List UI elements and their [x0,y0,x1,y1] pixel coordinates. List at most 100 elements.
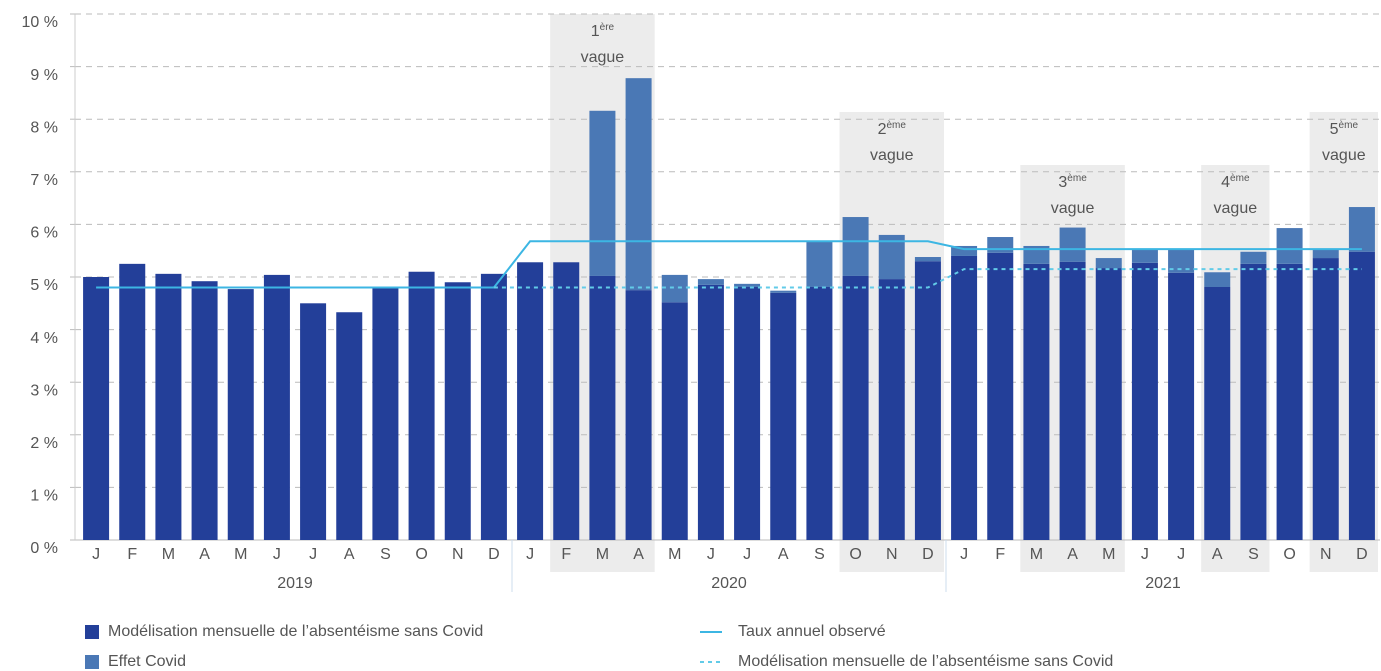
x-tick-label: O [1283,546,1295,563]
y-tick-label: 7 % [30,172,58,189]
x-tick-label: A [633,546,644,563]
bar [734,286,761,540]
x-tick-label: D [922,546,934,563]
x-tick-label: S [814,546,825,563]
year-label: 2021 [1145,575,1181,592]
bar [408,271,435,540]
bar [734,283,761,287]
bar [914,261,941,540]
bar [661,302,688,540]
bar [806,240,833,287]
wave-label-line2: vague [870,147,914,164]
wave-sup: ème [1230,173,1250,184]
bar [1348,251,1375,540]
wave-label-line2: vague [1322,147,1366,164]
bar [1240,263,1267,540]
x-tick-label: J [273,546,281,563]
wave-label-line2: vague [1214,200,1258,217]
bar [227,289,254,540]
y-tick-label: 3 % [30,382,58,399]
x-tick-label: J [960,546,968,563]
year-label: 2019 [277,575,313,592]
bar [987,252,1014,540]
x-tick-label: A [199,546,210,563]
x-tick-label: A [1212,546,1223,563]
bar [697,284,724,540]
wave-sup: ème [886,120,906,131]
x-tick-label: J [743,546,751,563]
bar [444,282,471,540]
bar [987,237,1014,253]
bar [119,263,146,540]
bar [1240,251,1267,264]
x-tick-label: J [707,546,715,563]
legend-swatch [85,655,99,669]
x-tick-label: J [1177,546,1185,563]
bar [1276,263,1303,540]
legend-swatch [85,625,99,639]
bar [589,110,616,276]
bar [951,255,978,540]
wave-label-line2: vague [1051,200,1095,217]
legend-label: Modélisation mensuelle de l’absentéisme … [108,623,483,640]
bar [1276,228,1303,264]
x-tick-label: F [561,546,571,563]
x-tick-label: M [668,546,681,563]
x-tick-label: M [162,546,175,563]
bar [842,275,869,540]
wave-number: 2 [878,121,887,138]
bar [300,303,327,540]
bar [155,273,182,540]
bar [1312,249,1339,259]
bar [914,257,941,262]
wave-label: 5ème [1330,120,1359,139]
legend-label: Taux annuel observé [738,623,886,640]
bar [697,279,724,285]
y-tick-label: 9 % [30,67,58,84]
bar [553,262,580,540]
bar [1312,258,1339,540]
y-tick-label: 1 % [30,488,58,505]
bar [878,279,905,540]
bar [951,245,978,256]
bar [842,217,869,276]
bar [480,273,507,540]
bar [336,312,363,540]
wave-label: 2ème [878,120,907,139]
y-tick-label: 4 % [30,330,58,347]
x-tick-label: M [234,546,247,563]
x-tick-label: S [1248,546,1259,563]
bar [878,234,905,280]
wave-sup: ère [600,22,615,33]
bar [625,290,652,540]
line-series [493,268,1362,289]
bar [1204,286,1231,540]
line-series [96,240,1362,289]
wave-label: 3ème [1058,173,1087,192]
x-tick-label: D [1356,546,1368,563]
x-tick-label: O [415,546,427,563]
x-tick-label: O [849,546,861,563]
wave-label: 4ème [1221,173,1250,192]
bar [372,287,399,540]
y-tick-label: 2 % [30,435,58,452]
wave-number: 4 [1221,174,1230,191]
legend-label: Effet Covid [108,653,186,670]
x-tick-label: A [1067,546,1078,563]
bar [1095,258,1122,269]
x-tick-label: S [380,546,391,563]
wave-label: 1ère [591,22,615,41]
bar [1059,261,1086,540]
y-tick-label: 8 % [30,119,58,136]
bar [770,292,797,540]
wave-number: 5 [1330,121,1339,138]
bar [1348,207,1375,252]
wave-sup: ème [1339,120,1359,131]
x-tick-label: N [886,546,898,563]
x-tick-label: F [127,546,137,563]
y-tick-label: 0 % [30,540,58,557]
x-tick-label: N [1320,546,1332,563]
bar [589,275,616,540]
year-label: 2020 [711,575,747,592]
x-tick-label: J [92,546,100,563]
